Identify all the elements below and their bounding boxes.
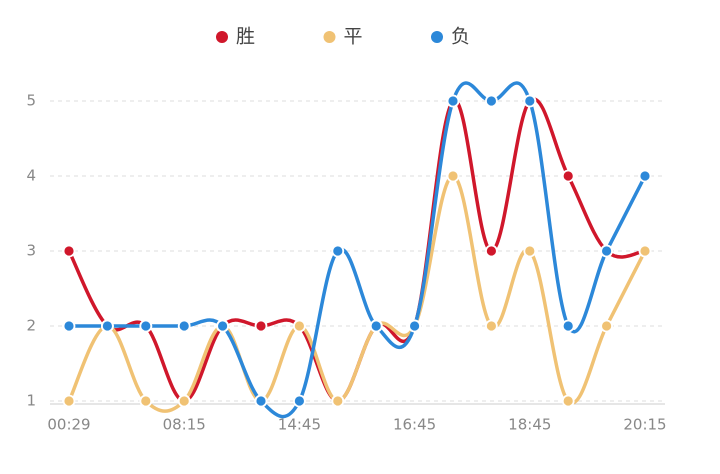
x-tick-label: 00:29 <box>47 416 90 434</box>
legend-marker <box>323 31 336 43</box>
point <box>561 169 575 183</box>
point <box>139 319 153 333</box>
point <box>254 319 268 333</box>
point <box>292 394 306 408</box>
point <box>561 319 575 333</box>
y-tick-label: 1 <box>26 392 36 410</box>
legend-label: 平 <box>344 26 363 48</box>
point <box>369 319 383 333</box>
line <box>67 97 646 403</box>
legend-label: 胜 <box>236 26 255 48</box>
point <box>446 94 460 108</box>
y-tick-label: 3 <box>26 242 36 260</box>
legend-marker <box>431 31 443 43</box>
point <box>484 94 498 108</box>
point <box>523 94 537 108</box>
point <box>638 244 652 258</box>
point <box>62 244 76 258</box>
x-tick-label: 20:15 <box>623 416 666 434</box>
point <box>561 394 575 408</box>
point <box>600 244 613 258</box>
legend-marker <box>216 31 228 43</box>
y-tick-label: 2 <box>26 317 36 335</box>
point <box>139 394 153 408</box>
point <box>254 394 268 408</box>
point <box>292 319 306 333</box>
point <box>177 394 191 408</box>
point <box>331 244 345 258</box>
point <box>216 319 230 333</box>
point <box>446 169 460 183</box>
legend-label: 负 <box>451 26 470 48</box>
point <box>62 319 76 333</box>
point <box>62 394 76 408</box>
point <box>484 244 498 258</box>
x-tick-label: 18:45 <box>508 416 551 434</box>
x-tick-label: 16:45 <box>393 416 436 434</box>
point <box>331 394 345 408</box>
point <box>484 319 498 333</box>
x-tick-label: 08:15 <box>163 416 206 434</box>
y-tick-label: 4 <box>26 167 36 185</box>
x-tick-label: 14:45 <box>278 416 321 434</box>
point <box>600 319 613 333</box>
point <box>523 244 537 258</box>
y-tick-label: 5 <box>26 92 36 110</box>
point <box>177 319 191 333</box>
point <box>408 319 422 333</box>
point <box>638 169 652 183</box>
point <box>101 319 114 333</box>
